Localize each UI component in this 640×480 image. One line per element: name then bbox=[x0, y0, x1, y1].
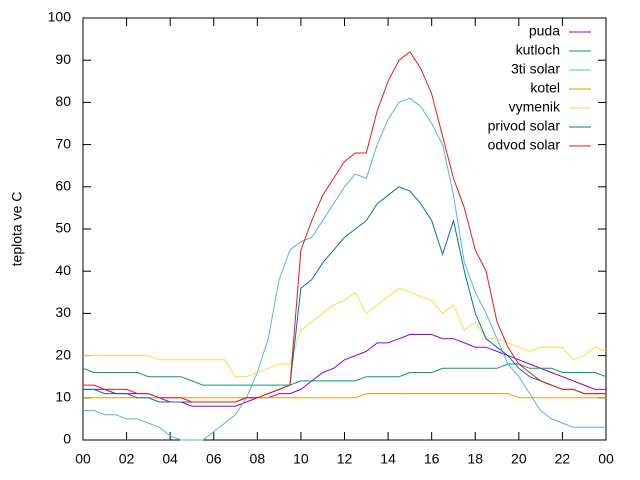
series-line bbox=[83, 287, 607, 378]
y-tick-label: 0 bbox=[63, 431, 71, 447]
y-tick-label: 30 bbox=[55, 304, 71, 320]
x-tick-label: 22 bbox=[555, 451, 571, 467]
y-tick-label: 100 bbox=[48, 9, 72, 25]
x-tick-label: 00 bbox=[75, 451, 91, 467]
series-line bbox=[83, 186, 606, 403]
x-tick-label: 00 bbox=[598, 451, 614, 467]
x-tick-label: 06 bbox=[206, 451, 222, 467]
x-tick-label: 04 bbox=[162, 451, 178, 467]
x-tick-label: 10 bbox=[293, 451, 309, 467]
y-tick-label: 40 bbox=[55, 262, 71, 278]
legend-label: 3ti solar bbox=[511, 61, 560, 77]
legend-label: vymenik bbox=[509, 99, 561, 115]
series-line bbox=[83, 393, 606, 399]
legend-label: kutloch bbox=[516, 42, 560, 58]
y-tick-label: 80 bbox=[55, 93, 71, 109]
x-tick-label: 02 bbox=[119, 451, 135, 467]
y-tick-label: 50 bbox=[55, 220, 71, 236]
legend-label: privod solar bbox=[488, 118, 561, 134]
x-tick-label: 14 bbox=[380, 451, 396, 467]
y-tick-label: 10 bbox=[55, 389, 71, 405]
series-line bbox=[83, 51, 606, 403]
y-tick-label: 20 bbox=[55, 346, 71, 362]
legend-label: kotel bbox=[530, 80, 560, 96]
x-tick-label: 20 bbox=[511, 451, 527, 467]
x-tick-label: 08 bbox=[250, 451, 266, 467]
y-tick-label: 60 bbox=[55, 178, 71, 194]
y-axis-label: teplota ve C bbox=[9, 192, 25, 267]
legend-label: odvod solar bbox=[488, 137, 561, 153]
series-line bbox=[83, 97, 606, 441]
legend-label: puda bbox=[529, 23, 560, 39]
y-tick-label: 90 bbox=[55, 51, 71, 67]
y-tick-label: 70 bbox=[55, 135, 71, 151]
x-tick-label: 18 bbox=[467, 451, 483, 467]
x-tick-label: 12 bbox=[337, 451, 353, 467]
x-tick-label: 16 bbox=[424, 451, 440, 467]
